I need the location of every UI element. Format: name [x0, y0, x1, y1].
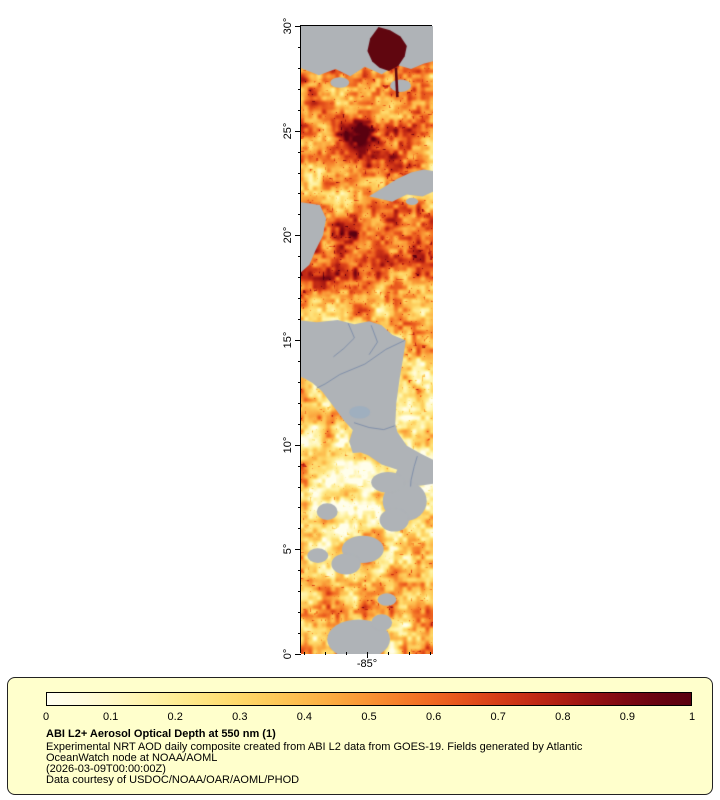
colorbar-tick-label: 0.6: [425, 711, 442, 723]
legend-description-line1: Experimental NRT AOD daily composite cre…: [46, 741, 583, 753]
y-axis-tick: [298, 423, 301, 425]
y-axis-tick: [295, 130, 301, 132]
y-axis-tick: [298, 214, 301, 216]
y-axis-tick: [298, 402, 301, 404]
y-axis-tick: [298, 88, 301, 90]
y-axis-tick: [298, 486, 301, 488]
y-axis-tick-label: 15°: [282, 331, 294, 349]
y-axis-tick: [298, 151, 301, 153]
colorbar-tick-label: 0.9: [619, 711, 636, 723]
x-axis-tick: [304, 652, 306, 655]
colorbar-tick-label: 0.7: [490, 711, 506, 723]
x-axis-tick: [325, 652, 327, 655]
y-axis-tick: [298, 193, 301, 195]
y-axis-tick: [298, 319, 301, 321]
y-axis-tick: [298, 381, 301, 383]
y-axis-tick-label: 10°: [282, 436, 294, 453]
colorbar-tick-labels: 0 0.1 0.2 0.3 0.4 0.5 0.6 0.7 0.8 0.9 1: [42, 711, 696, 724]
y-axis-tick: [295, 654, 301, 655]
y-axis-tick: [298, 46, 301, 48]
x-axis-tick: [408, 652, 410, 655]
x-axis-tick-label: -85°: [356, 658, 378, 670]
y-axis-tick: [298, 67, 301, 69]
legend-description-line2: OceanWatch node at NOAA/AOML: [46, 752, 218, 764]
colorbar-tick-label: 0.3: [232, 711, 248, 723]
legend-caption: ABI L2+ Aerosol Optical Depth at 550 nm …: [46, 729, 582, 786]
y-axis-tick-label: 5°: [282, 544, 294, 555]
legend-panel: 0 0.1 0.2 0.3 0.4 0.5 0.6 0.7 0.8 0.9 1 ABI L2+ Ae…: [7, 677, 713, 795]
colorbar-tick-label: 0.5: [361, 711, 377, 723]
x-axis-tick: [346, 652, 348, 655]
y-axis-tick: [298, 570, 301, 572]
y-axis-tick: [298, 465, 301, 467]
y-axis-tick: [295, 340, 301, 341]
y-axis-tick: [298, 360, 301, 362]
y-axis-tick: [298, 256, 301, 258]
colorbar-tick-label: 1: [688, 711, 696, 723]
y-axis-tick: [298, 298, 301, 300]
colorbar-tick-label: 0: [42, 711, 50, 723]
y-axis-tick: [295, 444, 301, 446]
y-axis-tick: [298, 612, 301, 614]
colorbar-tick-label: 0.2: [167, 711, 183, 723]
y-axis-tick: [298, 172, 301, 174]
x-axis-tick: [429, 652, 431, 655]
y-axis-tick: [298, 528, 301, 530]
y-axis-tick: [298, 591, 301, 593]
map-plot-area: 30° 25° 20° 15° 10° 5° 0° -85°: [282, 18, 433, 670]
colorbar-tick-label: 0.1: [102, 711, 119, 723]
aod-raster-canvas: [301, 26, 433, 654]
legend-timestamp: (2026-03-09T00:00:00Z): [46, 763, 166, 775]
y-axis-tick-label: 25°: [282, 122, 294, 139]
y-axis-tick: [298, 633, 301, 635]
colorbar-gradient: [46, 692, 692, 706]
y-axis-tick: [298, 109, 301, 111]
y-axis-tick: [295, 235, 301, 237]
y-axis-tick-label: 0°: [282, 648, 294, 660]
y-axis-tick: [295, 26, 301, 27]
x-axis-tick: [387, 652, 389, 655]
y-axis-tick: [298, 507, 301, 509]
y-axis-tick: [298, 277, 301, 279]
legend-title: ABI L2+ Aerosol Optical Depth at 550 nm …: [46, 728, 276, 740]
legend-credit: Data courtesy of USDOC/NOAA/OAR/AOML/PHO…: [46, 774, 300, 786]
colorbar-tick-label: 0.8: [555, 711, 571, 723]
x-axis-tick: [367, 652, 368, 658]
y-axis-tick: [295, 549, 301, 551]
y-axis-tick-label: 20°: [282, 227, 294, 244]
colorbar-tick-label: 0.4: [296, 711, 313, 723]
y-axis-tick-label: 30°: [282, 17, 294, 35]
